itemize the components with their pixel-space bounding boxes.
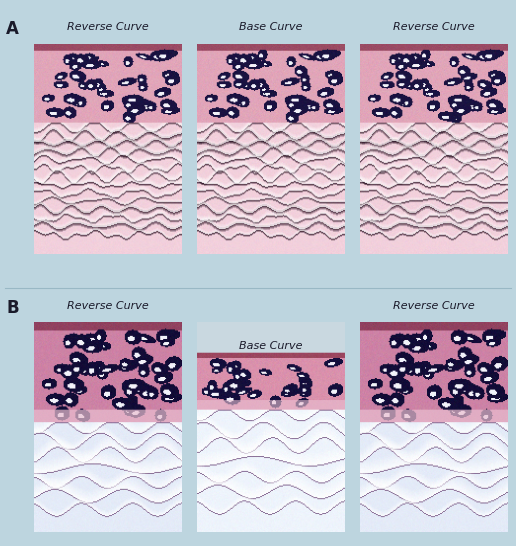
Text: Reverse Curve: Reverse Curve: [67, 22, 149, 32]
Text: Base Curve: Base Curve: [239, 341, 303, 351]
Text: Reverse Curve: Reverse Curve: [67, 301, 149, 311]
Text: A: A: [6, 20, 19, 38]
Text: Reverse Curve: Reverse Curve: [393, 301, 475, 311]
Text: Reverse Curve: Reverse Curve: [393, 22, 475, 32]
Text: Base Curve: Base Curve: [239, 22, 303, 32]
Text: B: B: [6, 299, 19, 317]
